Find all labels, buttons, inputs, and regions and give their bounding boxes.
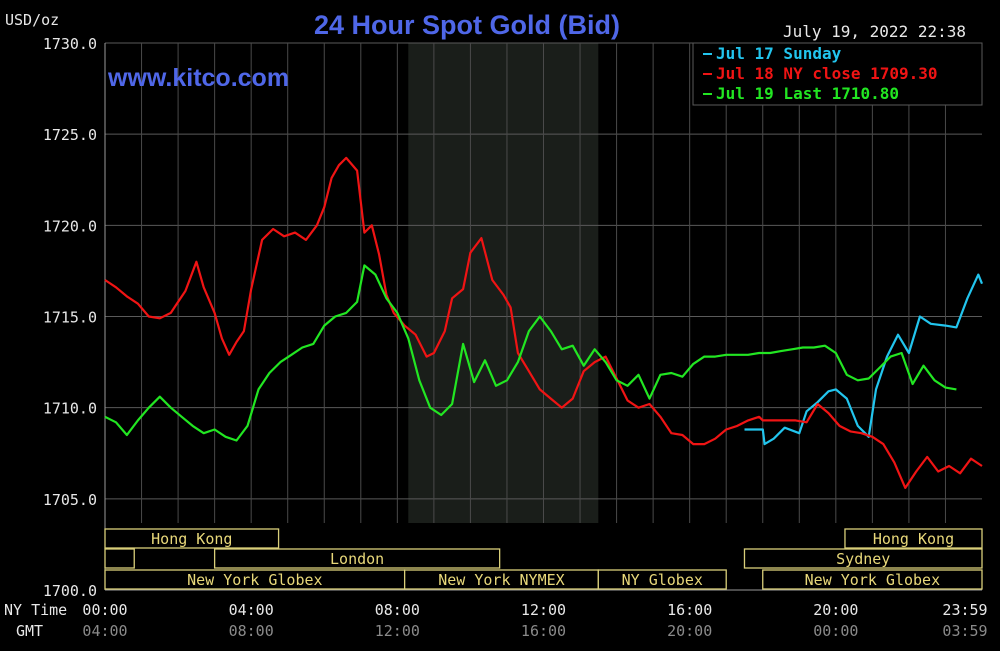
x-tick-label-ny: 04:00 (229, 601, 274, 619)
session-bar (104, 548, 135, 569)
x-tick-label-gmt: 04:00 (82, 622, 127, 640)
x-tick-label-ny: 23:59 (942, 601, 987, 619)
session-bar (104, 528, 280, 549)
x-tick-label-gmt: 03:59 (942, 622, 987, 640)
session-label: Sydney (836, 550, 890, 568)
x-tick-label-gmt: 08:00 (229, 622, 274, 640)
y-tick-label: 1710.0 (43, 400, 97, 418)
session-label: New York Globex (187, 571, 322, 589)
x-tick-label-gmt: 20:00 (667, 622, 712, 640)
timestamp: July 19, 2022 22:38 (783, 22, 966, 41)
x-tick-label-gmt: 12:00 (375, 622, 420, 640)
legend-box (692, 42, 983, 106)
x-tick-label-gmt: 16:00 (521, 622, 566, 640)
watermark: www.kitco.com (107, 64, 289, 92)
session-label: Hong Kong (151, 530, 232, 548)
chart-title: 24 Hour Spot Gold (Bid) (314, 10, 620, 40)
session-bars: Hong Kong Hong Kong London Sydney New York G… (104, 528, 983, 590)
x-row-label-ny: NY Time (4, 601, 67, 619)
session-bar (762, 569, 983, 590)
session-label: New York NYMEX (438, 571, 564, 589)
x-tick-label-ny: 16:00 (667, 601, 712, 619)
session-label: London (330, 550, 384, 568)
shaded-region (408, 43, 599, 523)
x-tick-label-gmt: 00:00 (813, 622, 858, 640)
legend-label: Jul 17 Sunday (716, 44, 842, 63)
x-tick-label-ny: 12:00 (521, 601, 566, 619)
session-bar (844, 528, 983, 549)
x-row-label-gmt: GMT (16, 622, 43, 640)
y-tick-label: 1720.0 (43, 217, 97, 235)
session-label: Hong Kong (873, 530, 954, 548)
y-tick-label: 1730.0 (43, 35, 97, 53)
nymex-session-shade (408, 43, 599, 523)
series-lines (104, 156, 984, 489)
y-tick-label: 1725.0 (43, 126, 97, 144)
unit-label: USD/oz (5, 11, 59, 29)
grid (104, 42, 982, 591)
session-label: NY Globex (622, 571, 703, 589)
axes: 1730.0 1725.0 1720.0 1715.0 1710.0 1705.0 1700… (43, 35, 988, 640)
x-tick-label-ny: 00:00 (82, 601, 127, 619)
series-line (744, 273, 984, 446)
session-bar (743, 548, 983, 569)
series-line (104, 264, 957, 442)
x-tick-label-ny: 08:00 (375, 601, 420, 619)
x-tick-label-ny: 20:00 (813, 601, 858, 619)
session-bar (213, 548, 501, 569)
series-line (104, 156, 983, 489)
legend-label: Jul 18 NY close 1709.30 (716, 64, 938, 83)
session-label: New York Globex (805, 571, 940, 589)
session-bar (597, 569, 727, 590)
y-tick-label: 1705.0 (43, 491, 97, 509)
y-tick-label: 1700.0 (43, 582, 97, 600)
legend-label: Jul 19 Last 1710.80 (716, 84, 899, 103)
y-tick-label: 1715.0 (43, 309, 97, 327)
